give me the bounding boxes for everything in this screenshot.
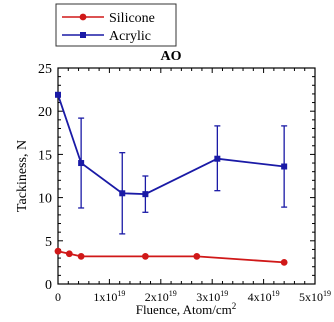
data-point-acrylic bbox=[281, 163, 288, 170]
series-line-acrylic bbox=[57, 94, 285, 196]
x-tick-label-mantissa: 3x10 bbox=[196, 290, 220, 304]
data-point-acrylic bbox=[142, 191, 149, 198]
plot-area bbox=[57, 67, 316, 285]
x-tick-label-exponent: 19 bbox=[169, 289, 177, 298]
data-point-acrylic bbox=[78, 160, 85, 167]
legend-box bbox=[55, 3, 177, 47]
x-tick-label-mantissa: 0 bbox=[55, 290, 61, 304]
y-axis-label: Tackiness, N bbox=[15, 140, 30, 212]
x-tick-label-mantissa: 1x10 bbox=[93, 290, 117, 304]
legend-marker-silicone bbox=[79, 13, 87, 21]
data-point-silicone bbox=[54, 247, 62, 255]
x-tick-label: 3x1019 bbox=[196, 289, 228, 304]
x-tick-label: 2x1019 bbox=[145, 289, 177, 304]
y-tick-label: 0 bbox=[45, 278, 52, 293]
y-tick-label: 5 bbox=[45, 235, 52, 250]
series-layer bbox=[54, 91, 288, 266]
y-tick-label: 25 bbox=[38, 62, 52, 77]
x-axis-label-text: Fluence, Atom/cm bbox=[136, 302, 232, 317]
legend: Silicone Acrylic bbox=[55, 3, 177, 47]
x-tick-label-mantissa: 5x10 bbox=[299, 290, 323, 304]
y-tick-label: 10 bbox=[38, 192, 52, 207]
x-axis-label-superscript: 2 bbox=[232, 301, 237, 311]
data-point-silicone bbox=[280, 259, 288, 266]
series-silicone bbox=[54, 247, 288, 266]
x-tick-label: 0 bbox=[55, 290, 61, 304]
x-tick-label-exponent: 19 bbox=[117, 289, 125, 298]
data-point-silicone bbox=[193, 252, 201, 260]
x-tick-label-mantissa: 2x10 bbox=[145, 290, 169, 304]
x-tick-label: 1x1019 bbox=[93, 289, 125, 304]
data-point-silicone bbox=[77, 252, 85, 260]
y-tick-label: 20 bbox=[38, 105, 52, 120]
data-point-silicone bbox=[141, 252, 149, 260]
x-tick-label-exponent: 19 bbox=[220, 289, 228, 298]
legend-label-silicone: Silicone bbox=[109, 11, 155, 26]
chart-title: AO bbox=[161, 49, 182, 64]
y-tick-label: 15 bbox=[38, 148, 52, 163]
x-tick-label: 4x1019 bbox=[248, 289, 280, 304]
data-point-acrylic bbox=[214, 155, 221, 162]
x-tick-label-exponent: 19 bbox=[272, 289, 280, 298]
legend-marker-acrylic bbox=[80, 32, 86, 38]
data-point-silicone bbox=[65, 250, 73, 258]
legend-label-acrylic: Acrylic bbox=[109, 29, 151, 44]
x-axis-label: Fluence, Atom/cm2 bbox=[136, 301, 237, 317]
series-line-silicone bbox=[57, 250, 285, 264]
data-point-acrylic bbox=[55, 91, 61, 98]
x-tick-label-mantissa: 4x10 bbox=[248, 290, 272, 304]
x-tick-label-exponent: 19 bbox=[323, 289, 331, 298]
x-tick-label: 5x1019 bbox=[299, 289, 331, 304]
series-acrylic bbox=[55, 91, 288, 235]
data-point-acrylic bbox=[119, 190, 126, 197]
